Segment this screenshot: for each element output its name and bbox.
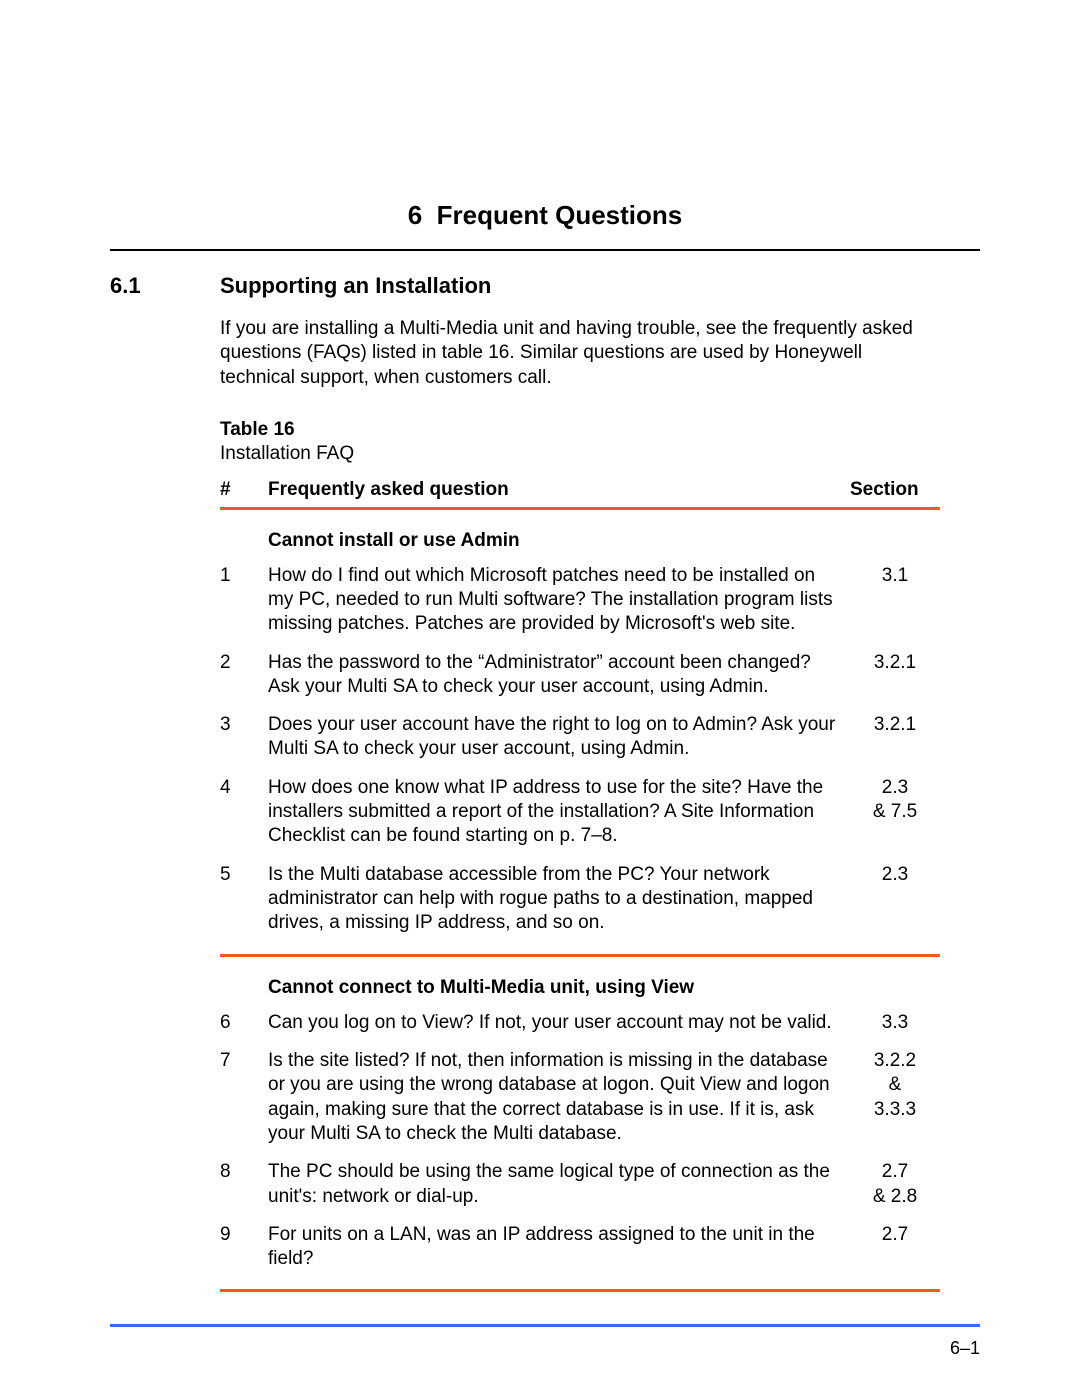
row-section: 2.3 & 7.5: [850, 776, 940, 825]
row-question: Is the Multi database accessible from th…: [268, 863, 850, 936]
col-header-question: Frequently asked question: [268, 479, 850, 501]
table-row: 5 Is the Multi database accessible from …: [220, 859, 940, 946]
table-label: Table 16: [220, 419, 295, 440]
section-title: Supporting an Installation: [220, 273, 491, 299]
row-question: Is the site listed? If not, then informa…: [268, 1049, 850, 1146]
intro-paragraph: If you are installing a Multi-Media unit…: [220, 317, 940, 390]
table-row: 6 Can you log on to View? If not, your u…: [220, 1007, 940, 1045]
chapter-title-text: Frequent Questions: [437, 200, 683, 230]
faq-group: Cannot connect to Multi-Media unit, usin…: [220, 957, 940, 1293]
faq-group: Cannot install or use Admin 1 How do I f…: [220, 510, 940, 957]
row-section: 2.7: [850, 1223, 940, 1247]
footer-rule: [110, 1324, 980, 1327]
chapter-title: 6 Frequent Questions: [110, 200, 980, 231]
table-row: 3 Does your user account have the right …: [220, 709, 940, 772]
row-question: How do I find out which Microsoft patche…: [268, 564, 850, 637]
row-section: 3.3: [850, 1011, 940, 1035]
row-number: 4: [220, 776, 268, 800]
row-question: Does your user account have the right to…: [268, 713, 850, 762]
faq-table: # Frequently asked question Section Cann…: [220, 473, 940, 1293]
row-number: 6: [220, 1011, 268, 1035]
row-number: 8: [220, 1160, 268, 1184]
table-row: 1 How do I find out which Microsoft patc…: [220, 560, 940, 647]
row-number: 5: [220, 863, 268, 887]
table-row: 2 Has the password to the “Administrator…: [220, 647, 940, 710]
section-heading: 6.1 Supporting an Installation: [110, 273, 980, 299]
row-number: 3: [220, 713, 268, 737]
page-number: 6–1: [950, 1338, 980, 1359]
table-row: 8 The PC should be using the same logica…: [220, 1156, 940, 1219]
table-header-row: # Frequently asked question Section: [220, 473, 940, 510]
row-question: For units on a LAN, was an IP address as…: [268, 1223, 850, 1272]
row-section: 3.2.1: [850, 713, 940, 737]
chapter-rule: [110, 249, 980, 251]
chapter-number: 6: [408, 200, 422, 230]
row-section: 3.2.1: [850, 651, 940, 675]
row-question: Can you log on to View? If not, your use…: [268, 1011, 850, 1035]
row-number: 9: [220, 1223, 268, 1247]
row-number: 1: [220, 564, 268, 588]
document-page: 6 Frequent Questions 6.1 Supporting an I…: [0, 0, 1080, 1397]
row-section: 3.1: [850, 564, 940, 588]
table-subtitle: Installation FAQ: [220, 443, 354, 464]
row-section: 2.7 & 2.8: [850, 1160, 940, 1209]
row-question: The PC should be using the same logical …: [268, 1160, 850, 1209]
col-header-number: #: [220, 479, 268, 501]
group-title: Cannot install or use Admin: [268, 530, 940, 552]
table-row: 4 How does one know what IP address to u…: [220, 772, 940, 859]
table-row: 9 For units on a LAN, was an IP address …: [220, 1219, 940, 1282]
table-caption: Table 16 Installation FAQ: [220, 418, 980, 467]
table-row: 7 Is the site listed? If not, then infor…: [220, 1045, 940, 1156]
row-section: 3.2.2 & 3.3.3: [850, 1049, 940, 1122]
col-header-section: Section: [850, 479, 940, 501]
row-number: 2: [220, 651, 268, 675]
row-section: 2.3: [850, 863, 940, 887]
row-question: How does one know what IP address to use…: [268, 776, 850, 849]
row-question: Has the password to the “Administrator” …: [268, 651, 850, 700]
section-number: 6.1: [110, 273, 220, 299]
group-title: Cannot connect to Multi-Media unit, usin…: [268, 977, 940, 999]
row-number: 7: [220, 1049, 268, 1073]
